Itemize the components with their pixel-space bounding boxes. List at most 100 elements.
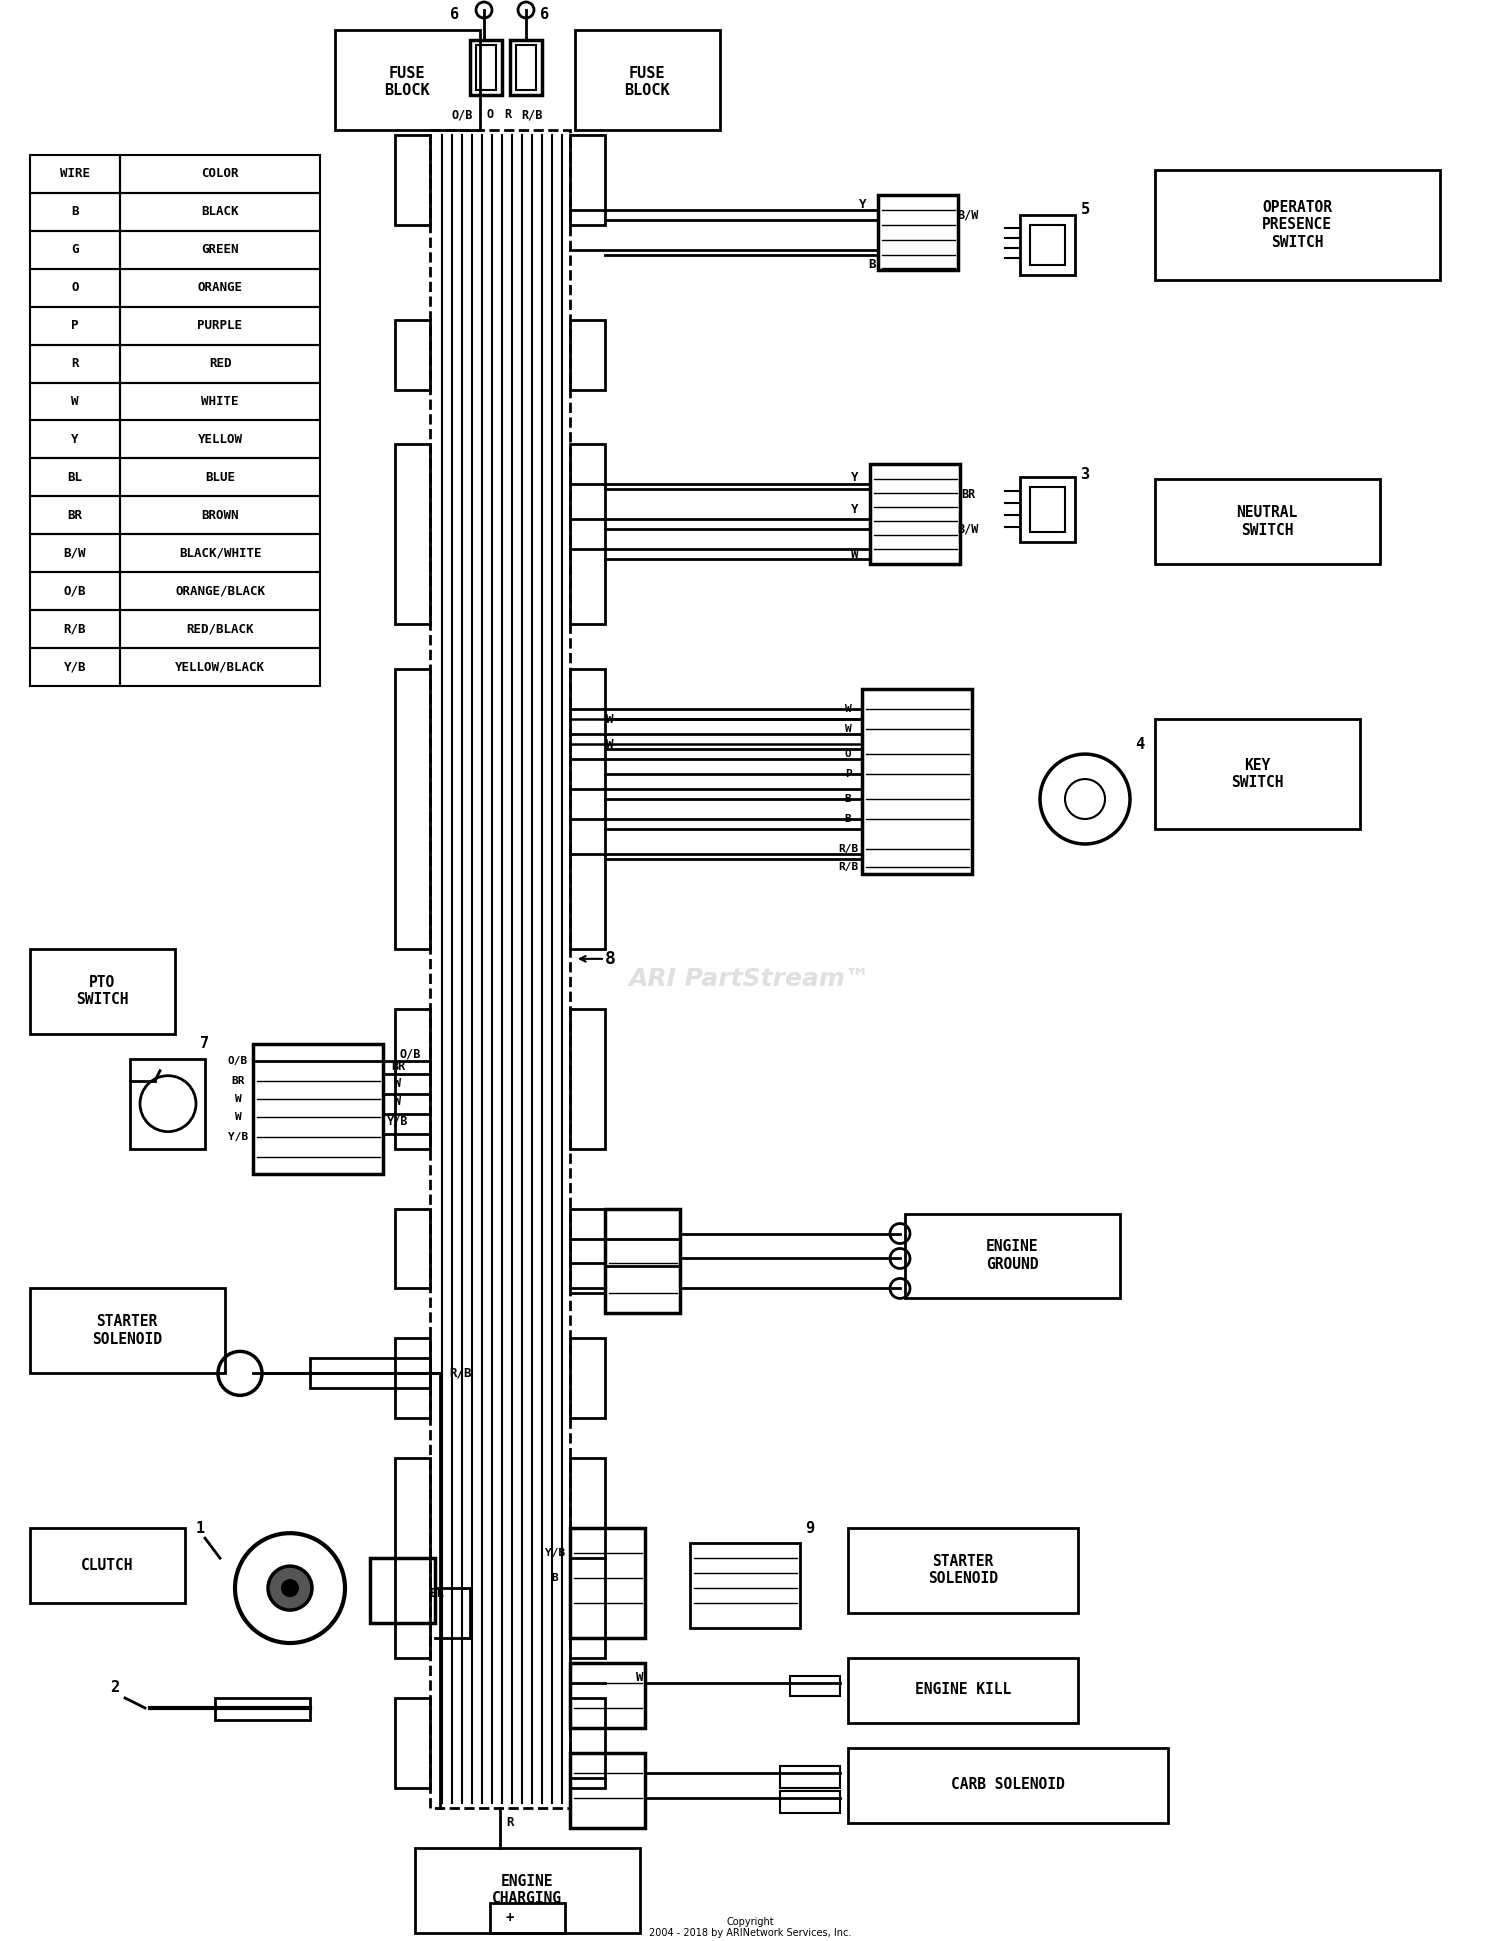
Bar	[570, 1663, 645, 1727]
Bar	[30, 534, 120, 573]
Text: ARI PartStream™: ARI PartStream™	[628, 967, 872, 990]
Text: WHITE: WHITE	[201, 396, 238, 408]
Text: NEUTRAL
SWITCH: NEUTRAL SWITCH	[1236, 505, 1298, 538]
Text: Y: Y	[852, 472, 858, 483]
Bar	[30, 192, 120, 231]
Text: ORANGE: ORANGE	[198, 281, 243, 295]
Bar	[570, 320, 604, 390]
Text: W: W	[636, 1671, 644, 1685]
Text: PTO
SWITCH: PTO SWITCH	[75, 974, 128, 1007]
Circle shape	[268, 1566, 312, 1611]
Text: ENGINE
GROUND: ENGINE GROUND	[986, 1238, 1038, 1271]
Bar	[780, 1792, 840, 1813]
Text: 5: 5	[1080, 202, 1089, 217]
Bar	[1030, 225, 1065, 264]
Text: O/B: O/B	[228, 1056, 248, 1066]
Bar	[30, 345, 120, 382]
Text: BL: BL	[68, 472, 82, 483]
Bar	[120, 155, 320, 192]
Bar	[570, 1528, 645, 1638]
Text: 6: 6	[450, 8, 459, 23]
Text: O: O	[486, 109, 494, 122]
Bar	[570, 1009, 604, 1149]
Bar	[1155, 479, 1380, 565]
Text: ENGINE
CHARGING: ENGINE CHARGING	[492, 1873, 562, 1906]
Text: W: W	[234, 1093, 242, 1104]
Text: G: G	[72, 243, 78, 256]
Bar	[30, 609, 120, 648]
Text: 4: 4	[1136, 736, 1144, 751]
Text: BROWN: BROWN	[201, 509, 238, 522]
Text: R: R	[72, 357, 78, 371]
Text: B: B	[844, 813, 852, 825]
Text: P: P	[844, 769, 852, 778]
Bar	[1020, 477, 1076, 542]
Bar	[30, 1528, 184, 1603]
Text: Copyright
2004 - 2018 by ARINetwork Services, Inc.: Copyright 2004 - 2018 by ARINetwork Serv…	[650, 1918, 850, 1939]
Text: W: W	[234, 1112, 242, 1122]
Bar	[604, 1209, 680, 1314]
Text: RED/BLACK: RED/BLACK	[186, 623, 254, 637]
Text: R/B: R/B	[448, 1366, 471, 1380]
Text: CARB SOLENOID: CARB SOLENOID	[951, 1778, 1065, 1792]
Bar	[862, 689, 972, 873]
Bar	[120, 382, 320, 421]
Text: 9: 9	[806, 1520, 814, 1535]
Bar	[570, 1209, 604, 1289]
Text: 1: 1	[195, 1520, 204, 1535]
Text: YELLOW/BLACK: YELLOW/BLACK	[176, 660, 266, 674]
Bar	[120, 609, 320, 648]
Bar	[370, 1559, 435, 1623]
Text: Y/B: Y/B	[387, 1114, 408, 1128]
Bar	[120, 192, 320, 231]
Bar	[690, 1543, 800, 1628]
Bar	[570, 670, 604, 949]
Bar	[120, 345, 320, 382]
Text: STARTER
SOLENOID: STARTER SOLENOID	[92, 1314, 162, 1347]
Text: W: W	[606, 712, 613, 726]
Bar	[430, 130, 570, 1807]
Text: R/B: R/B	[63, 623, 86, 637]
Text: W: W	[394, 1077, 402, 1091]
Bar	[30, 421, 120, 458]
Text: Y/B: Y/B	[228, 1132, 248, 1141]
Text: KEY
SWITCH: KEY SWITCH	[1230, 757, 1282, 790]
Text: +: +	[506, 1910, 515, 1925]
Bar	[30, 458, 120, 497]
Bar	[1030, 487, 1065, 532]
Text: BR: BR	[68, 509, 82, 522]
Bar	[120, 307, 320, 345]
Bar	[394, 134, 430, 225]
Text: B/W: B/W	[957, 522, 978, 536]
Text: O: O	[72, 281, 78, 295]
Bar	[394, 1458, 430, 1658]
Text: ENGINE KILL: ENGINE KILL	[915, 1683, 1011, 1698]
Bar	[30, 573, 120, 609]
Text: BLACK: BLACK	[201, 206, 238, 217]
Text: B: B	[868, 258, 876, 272]
Text: O/B: O/B	[63, 584, 86, 598]
Text: Y/B: Y/B	[63, 660, 86, 674]
Text: COLOR: COLOR	[201, 167, 238, 181]
Bar	[30, 268, 120, 307]
Text: P: P	[72, 318, 78, 332]
Bar	[254, 1044, 382, 1174]
Bar	[394, 1009, 430, 1149]
Bar	[1155, 718, 1360, 829]
Bar	[394, 444, 430, 625]
Text: RED: RED	[209, 357, 231, 371]
Bar	[516, 45, 536, 89]
Text: W: W	[606, 738, 613, 751]
Text: BR: BR	[392, 1060, 405, 1073]
Bar	[30, 648, 120, 687]
Text: BLACK/WHITE: BLACK/WHITE	[178, 547, 261, 559]
Bar	[510, 41, 542, 95]
Bar	[394, 1339, 430, 1419]
Bar	[30, 497, 120, 534]
Bar	[847, 1658, 1078, 1724]
Circle shape	[282, 1580, 298, 1596]
Bar	[120, 497, 320, 534]
Text: Y: Y	[859, 198, 867, 212]
Text: PURPLE: PURPLE	[198, 318, 243, 332]
Bar	[214, 1698, 310, 1720]
